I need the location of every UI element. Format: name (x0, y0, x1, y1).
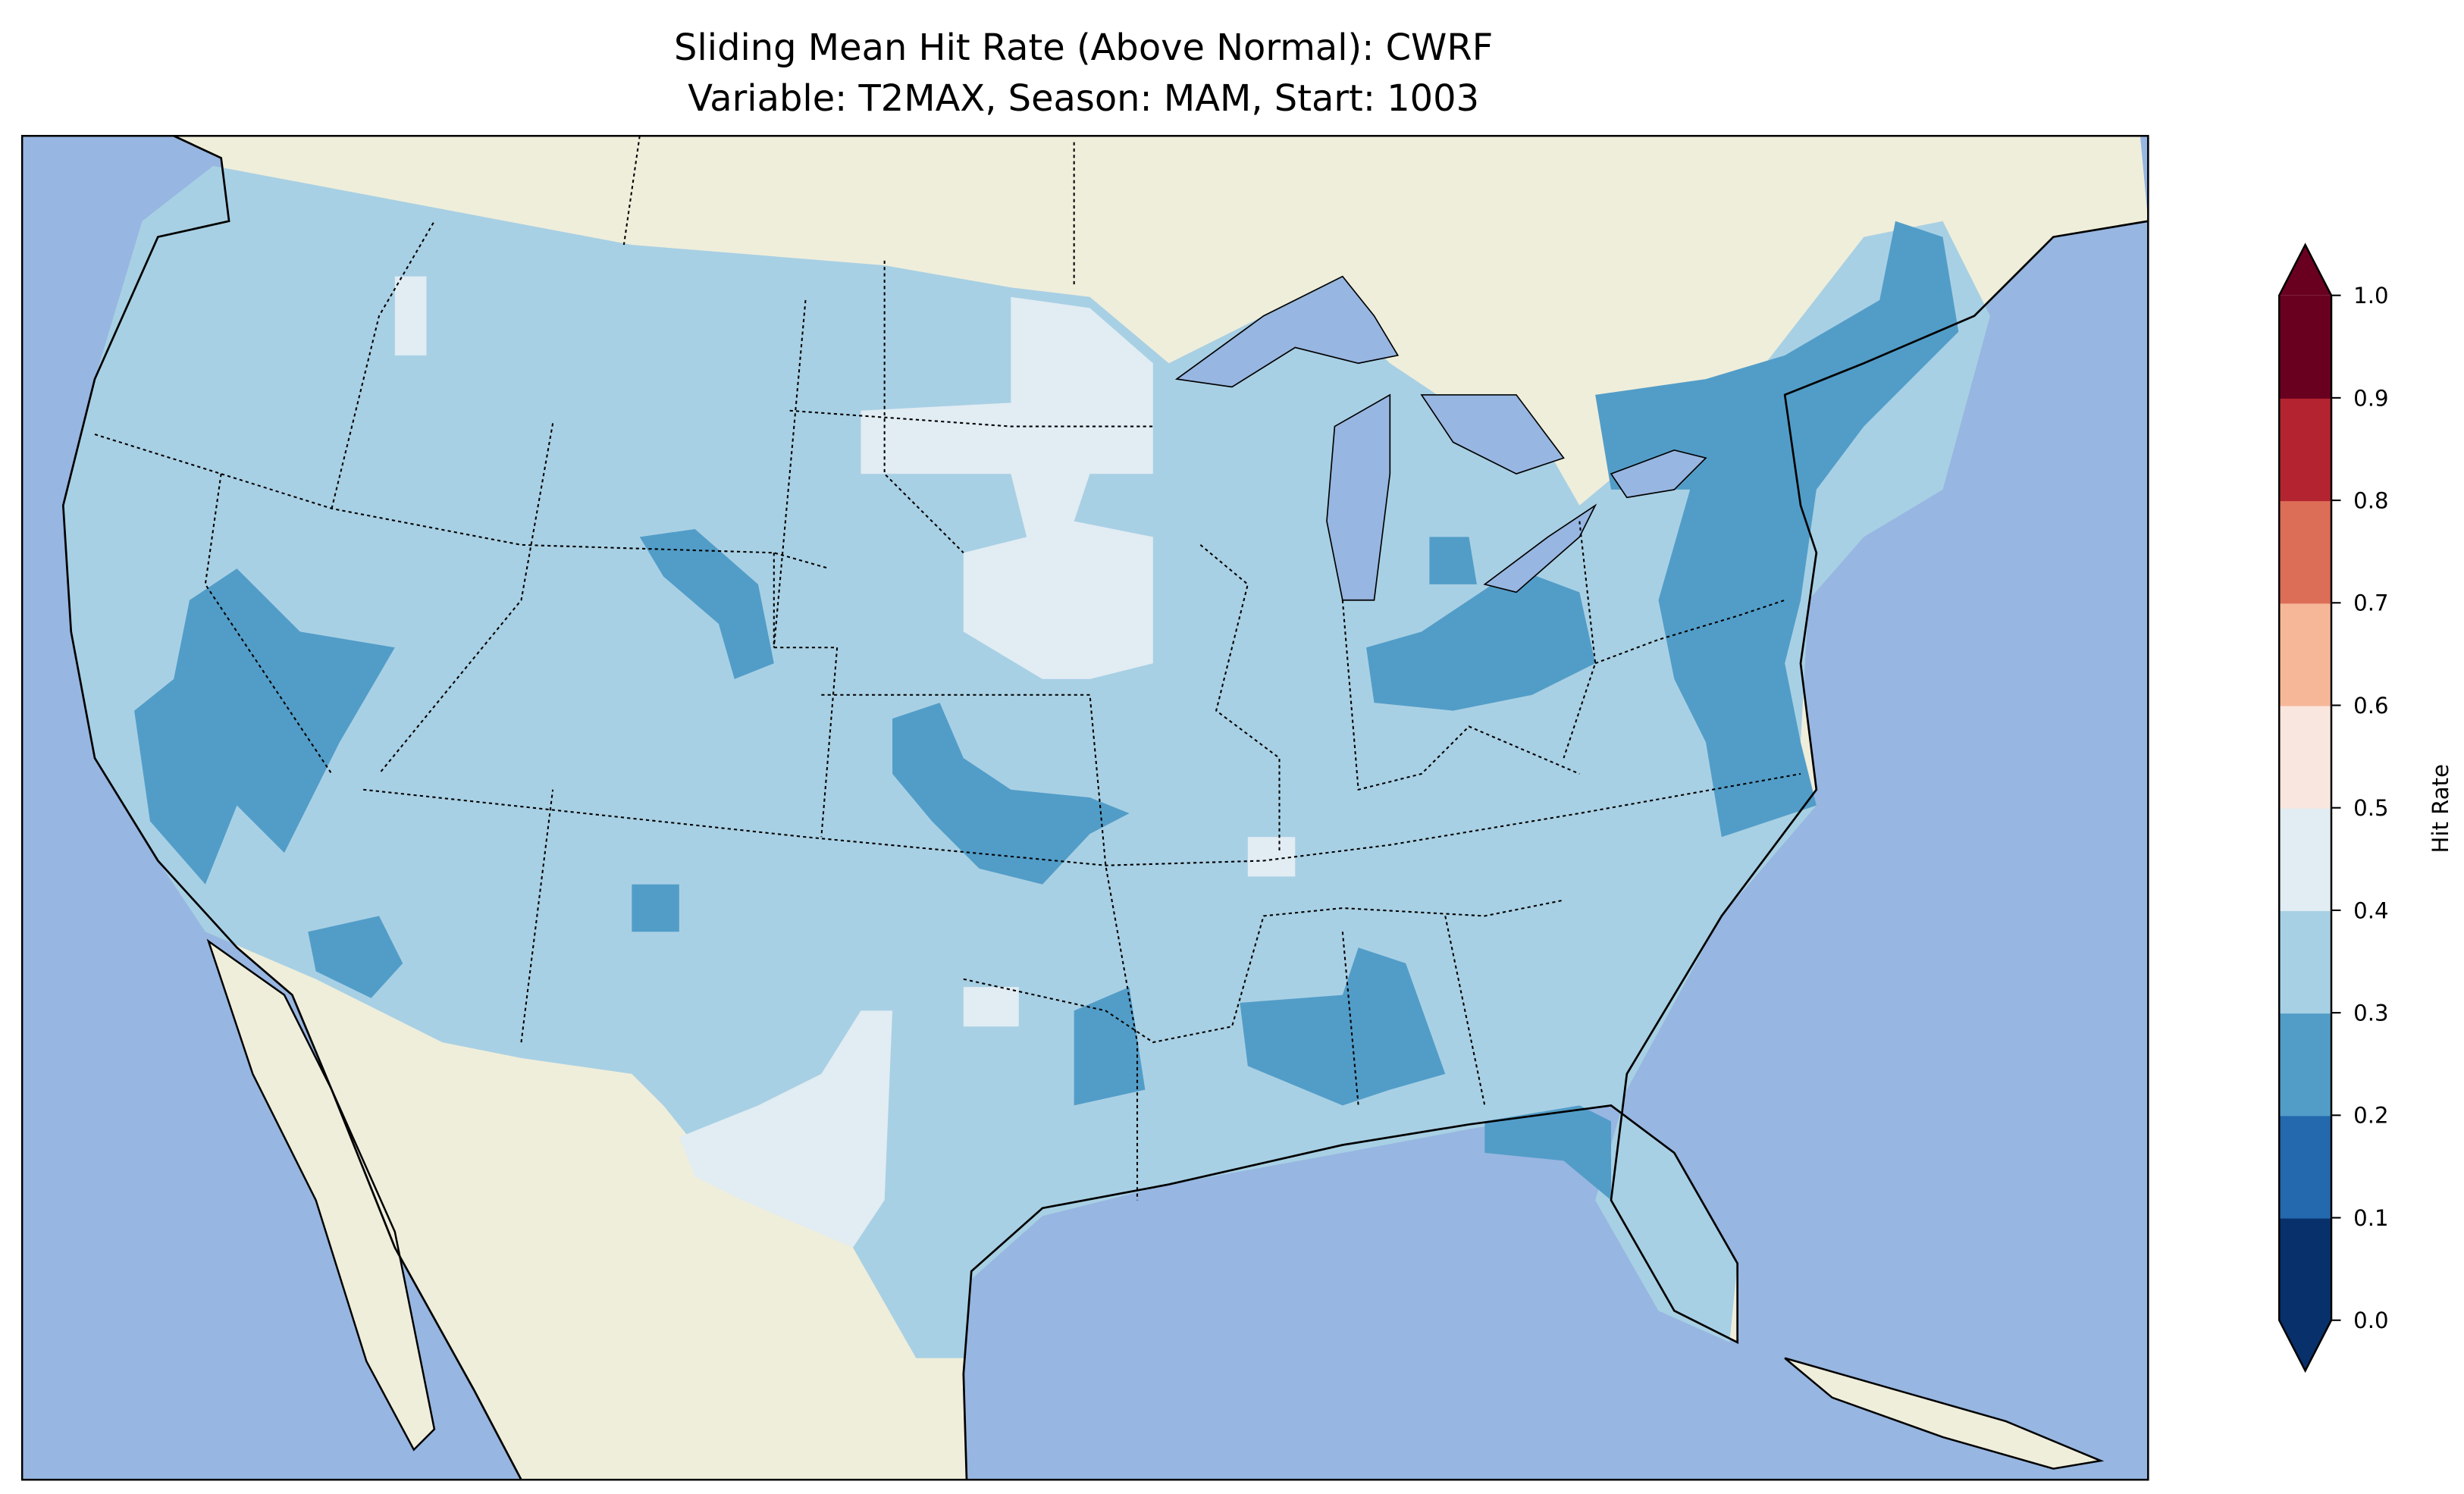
colorbar-tick-label: 0.0 (2353, 1308, 2388, 1333)
colorbar-extend-max (2279, 245, 2331, 296)
land-cuba (1784, 1357, 2105, 1470)
colorbar-segment (2279, 295, 2331, 399)
colorbar-tick-label: 0.1 (2353, 1205, 2388, 1231)
colorbar-label: Hit Rate (2428, 764, 2453, 853)
colorbar-tick-label: 0.4 (2353, 897, 2388, 923)
great-lakes (1174, 275, 1707, 601)
colorbar-segment (2279, 500, 2331, 604)
colorbar-tick-label: 0.2 (2353, 1103, 2388, 1129)
colorbar-segment (2279, 910, 2331, 1014)
colorbar-extend-min (2279, 1320, 2331, 1371)
colorbar-tick-label: 0.6 (2353, 693, 2388, 719)
colorbar-tick-label: 0.7 (2353, 590, 2388, 616)
colorbar-tick-label: 0.8 (2353, 488, 2388, 514)
map-frame (20, 135, 2149, 1481)
colorbar-segment (2279, 705, 2331, 809)
colorbar-tick-label: 1.0 (2353, 283, 2388, 309)
hit-rate-field-0.2-0.3 (134, 221, 1959, 1201)
colorbar-segment (2279, 807, 2331, 911)
colorbar-tick-label: 0.9 (2353, 385, 2388, 411)
colorbar-tick-label: 0.3 (2353, 1001, 2388, 1026)
colorbar-segment (2279, 397, 2331, 502)
colorbar-segment (2279, 603, 2331, 706)
land-baja-california (206, 938, 436, 1452)
colorbar-segment (2279, 1013, 2331, 1117)
colorbar-segment (2279, 1115, 2331, 1219)
colorbar-segment (2279, 1217, 2331, 1321)
hit-rate-field-0.4-0.5 (394, 276, 1296, 1248)
coastlines (61, 136, 2149, 1480)
colorbar-tick-label: 0.5 (2353, 795, 2388, 821)
map (22, 136, 2149, 1480)
title-line-1: Sliding Mean Hit Rate (Above Normal): CW… (674, 27, 1493, 69)
state-borders (94, 136, 1801, 1201)
colorbar: 0.0 0.1 0.2 0.3 0.4 0.5 0.6 0.7 0.8 0.9 1.0 (2278, 243, 2389, 1373)
title-line-2: Variable: T2MAX, Season: MAM, Start: 100… (688, 78, 1479, 120)
